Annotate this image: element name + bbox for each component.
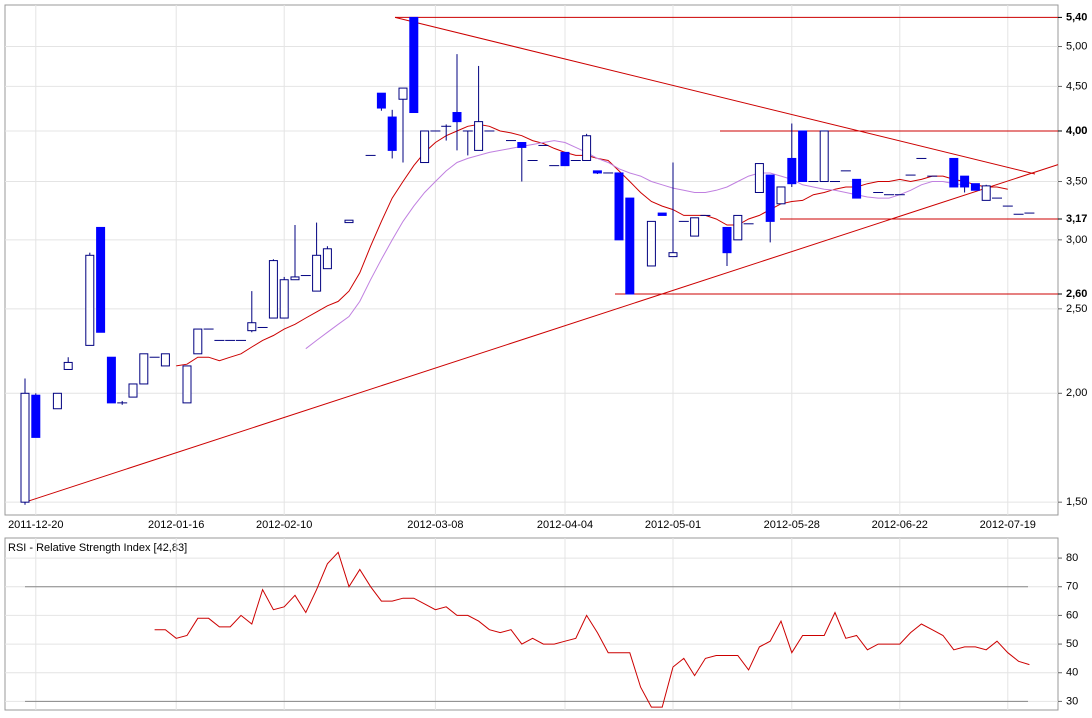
candle-body [625, 197, 635, 295]
trend-line [24, 164, 1059, 503]
candle-body [344, 219, 354, 224]
candle-body [96, 226, 106, 333]
candle-body [474, 121, 484, 151]
rsi-title: RSI - Relative Strength Index [42,83] [8, 542, 187, 554]
candle-body [268, 260, 278, 319]
x-tick-label: 2012-07-19 [980, 519, 1036, 531]
y-tick-label: 3,00 [1066, 234, 1087, 246]
rsi-y-tick-label: 70 [1066, 581, 1078, 593]
candle-body [970, 183, 980, 191]
candle-body [722, 226, 732, 254]
candle-body [193, 328, 203, 355]
level-label: 2,60 [1066, 288, 1087, 300]
x-tick-label: 2012-04-04 [537, 519, 593, 531]
level-label: 4,00 [1066, 125, 1087, 137]
candle-body [668, 252, 678, 258]
candle-body [592, 170, 602, 174]
candle-body [776, 186, 786, 205]
candle-body [279, 279, 289, 319]
candle-body [160, 353, 170, 367]
x-tick-label: 2012-06-22 [872, 519, 928, 531]
price-plot-frame [4, 4, 1059, 516]
candle-body [798, 130, 808, 183]
x-tick-label: 2012-03-08 [407, 519, 463, 531]
candle-body [852, 178, 862, 199]
y-tick-label: 2,50 [1066, 303, 1087, 315]
candle-body [657, 212, 667, 216]
candle-body [949, 157, 959, 188]
candle-body [690, 217, 700, 237]
candle-body [960, 175, 970, 188]
candle-body [20, 392, 30, 503]
candle-body [398, 87, 408, 100]
candle-body [139, 353, 149, 385]
rsi-line [154, 551, 1030, 708]
y-tick-label: 2,00 [1066, 387, 1087, 399]
candle-body [52, 392, 62, 410]
candle-body [376, 92, 386, 109]
trend-line [394, 16, 1036, 175]
candle-body [106, 356, 116, 404]
x-tick-label: 2012-05-28 [764, 519, 820, 531]
candle-body [582, 135, 592, 161]
x-tick-label: 2012-01-16 [148, 519, 204, 531]
candle-body [733, 214, 743, 241]
candle-body [560, 151, 570, 167]
y-tick-label: 4,50 [1066, 80, 1087, 92]
candle-body [819, 130, 829, 183]
candle-body [452, 112, 462, 123]
candle-body [85, 254, 95, 346]
level-label: 3,17 [1066, 213, 1087, 225]
x-tick-label: 2011-12-20 [8, 519, 63, 531]
candle-body [128, 383, 138, 398]
rsi-y-tick-label: 40 [1066, 667, 1078, 679]
rsi-y-tick-label: 50 [1066, 638, 1078, 650]
x-tick-label: 2012-02-10 [256, 519, 312, 531]
candle-body [420, 130, 430, 164]
moving-average-line [176, 123, 1008, 367]
y-tick-label: 5,00 [1066, 40, 1087, 52]
level-label: 5,40 [1066, 11, 1087, 23]
candle-body [312, 254, 322, 292]
candle-body [247, 322, 257, 332]
candle-body [765, 174, 775, 222]
candle-body [754, 163, 764, 193]
candle-body [646, 220, 656, 267]
rsi-y-tick-label: 60 [1066, 609, 1078, 621]
x-tick-label: 2012-05-01 [645, 519, 701, 531]
y-tick-label: 4,00 [1066, 125, 1087, 137]
candle-body [387, 116, 397, 151]
rsi-y-tick-label: 30 [1066, 695, 1078, 707]
candle-body [787, 157, 797, 185]
candle-body [517, 142, 527, 148]
candle-body [182, 365, 192, 404]
rsi-plot-frame [4, 537, 1059, 711]
candle-body [290, 276, 300, 281]
candle-body [322, 248, 332, 270]
candle-body [981, 185, 991, 201]
candle-body [614, 172, 624, 241]
rsi-y-tick-label: 80 [1066, 552, 1078, 564]
y-tick-label: 3,50 [1066, 175, 1087, 187]
candle-body [409, 16, 419, 114]
candle-body [63, 361, 73, 370]
y-tick-label: 1,50 [1066, 496, 1087, 508]
candle-body [31, 394, 41, 438]
